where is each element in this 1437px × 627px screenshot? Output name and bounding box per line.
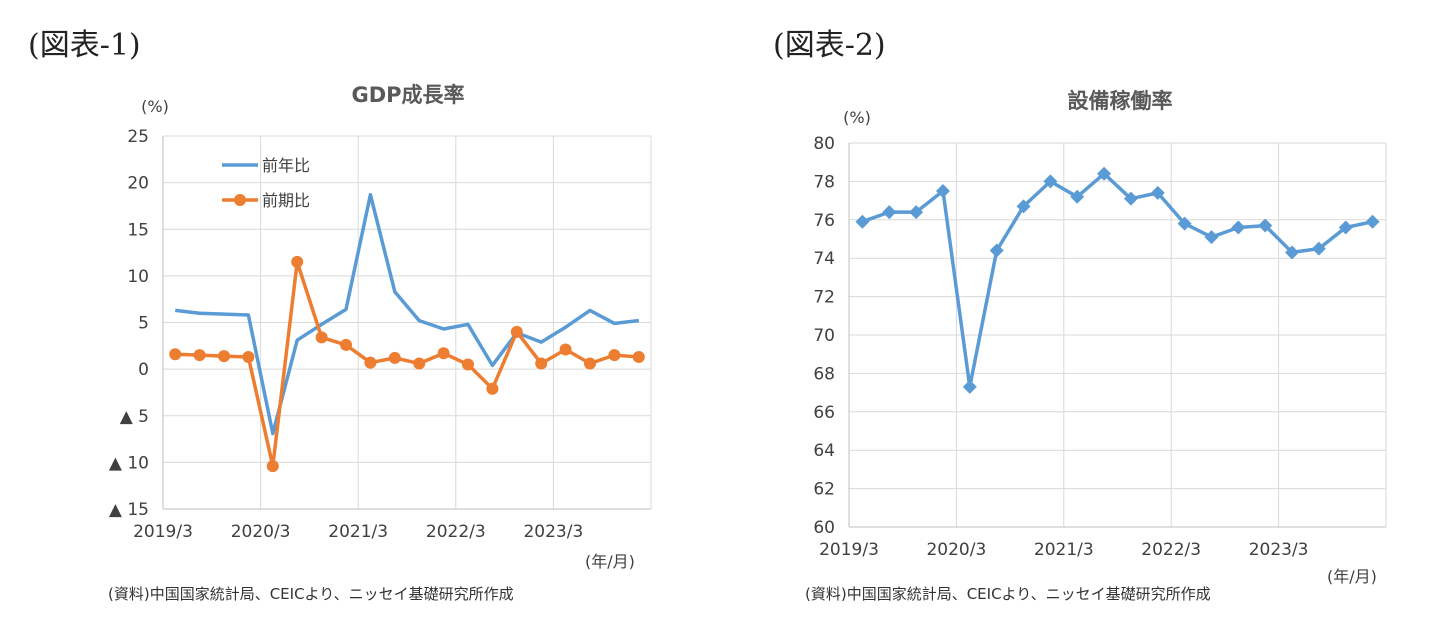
chart2-y-tick-label: 70 [813,326,835,346]
chart2-y-tick-label: 66 [813,403,835,423]
chart2-y-tick-label: 64 [813,441,835,461]
chart1-series-line-2 [175,260,639,468]
chart1-data-point [486,382,499,395]
chart2-x-tick-label: 2020/3 [926,540,986,560]
chart2-data-point [855,214,870,229]
chart2-data-point [1258,218,1273,233]
chart2-y-tick-label: 80 [813,134,835,154]
chart1-data-point [315,331,328,344]
chart2-y-axis-label: (%) [843,108,871,127]
chart1-data-point [462,358,474,371]
chart2-data-point [1204,230,1219,245]
chart2-y-tick-label: 78 [813,172,835,192]
chart1-data-point [535,357,548,370]
chart2-x-tick-label: 2022/3 [1141,540,1201,560]
chart1-x-tick-label: 2022/3 [426,522,486,542]
chart2-y-tick-label: 76 [813,211,835,231]
chart1-y-tick-label: 25 [127,127,149,147]
chart1-x-tick-label: 2020/3 [231,522,291,542]
chart1-data-point [169,348,182,361]
chart1-data-point [291,255,304,268]
chart2-data-point [1097,166,1112,181]
chart1-x-tick-label: 2019/3 [133,522,193,542]
chart2-data-point [1150,185,1165,200]
chart1-data-point [559,343,572,356]
chart2-x-tick-label: 2021/3 [1034,540,1094,560]
chart2-data-point [1043,174,1058,189]
chart1-y-tick-label: 5 [138,314,149,334]
chart1-y-tick-label: 10 [127,267,149,287]
chart1-data-point [413,357,426,370]
chart2-title: 設備稼働率 [1068,89,1173,113]
chart2-data-point [1338,220,1353,235]
chart1-data-point [193,349,206,362]
chart1-x-tick-label: 2023/3 [523,522,583,542]
chart2-x-tick-label: 2023/3 [1249,540,1309,560]
chart2-data-point [1365,214,1380,229]
chart1-y-axis-label: (%) [141,97,169,116]
figure-1-label: (図表-1) [28,28,141,63]
chart1-series-line-1 [175,192,639,436]
figure-2-source: (資料)中国国家統計局、CEICより、ニッセイ基礎研究所作成 [805,585,1211,603]
chart1-legend-marker-2 [234,194,246,206]
chart1-y-tick-label: ▲ 5 [120,407,149,427]
chart2-data-point [1285,245,1300,260]
chart2-data-point [1231,220,1246,235]
chart1-y-tick-label: 0 [138,360,149,380]
chart1-y-tick-label: 15 [127,220,149,240]
chart2-x-tick-label: 2019/3 [819,540,879,560]
chart2-y-tick-label: 60 [813,518,835,538]
chart1-data-point [584,357,596,370]
chart2-y-tick-label: 74 [813,249,835,269]
chart1-x-tick-label: 2021/3 [328,522,388,542]
chart2-data-point [962,379,977,394]
chart2-data-point [1177,216,1192,231]
chart2-data-point [989,243,1004,258]
chart2-data-point [1311,241,1326,256]
chart1-data-point [608,349,621,362]
chart2-x-axis-label: (年/月) [1327,567,1377,586]
chart2-data-point [1123,191,1138,206]
chart1-data-point [242,351,255,364]
chart1-data-point [340,338,352,351]
chart2-data-point [1016,199,1031,214]
chart1-y-tick-label: ▲ 15 [109,500,149,520]
chart1-y-tick-label: ▲ 10 [109,453,149,473]
chart1-data-point [266,460,279,473]
chart2-data-point [1070,189,1085,204]
chart1-x-axis-label: (年/月) [585,552,635,571]
chart1-data-point [632,351,645,364]
chart1-data-point [388,351,401,364]
chart2-y-tick-label: 72 [813,288,835,308]
chart2-series-line-1 [861,171,1373,389]
figure-2-label: (図表-2) [773,28,886,63]
chart1-data-point [218,350,230,363]
figure-1-source: (資料)中国国家統計局、CEICより、ニッセイ基礎研究所作成 [108,585,514,603]
chart1-data-point [364,356,377,369]
chart2-data-point [882,205,897,220]
chart1-legend-label-1: 前年比 [262,156,310,175]
chart2-data-point [909,205,924,220]
chart1-title: GDP成長率 [351,83,464,107]
chart2-y-tick-label: 62 [813,480,835,500]
chart2-data-point [935,184,950,198]
chart1-data-point [437,347,450,360]
chart2-y-tick-label: 68 [813,364,835,384]
chart1-y-tick-label: 20 [127,174,149,194]
chart1-data-point [510,325,523,338]
chart1-legend-label-2: 前期比 [262,191,310,210]
